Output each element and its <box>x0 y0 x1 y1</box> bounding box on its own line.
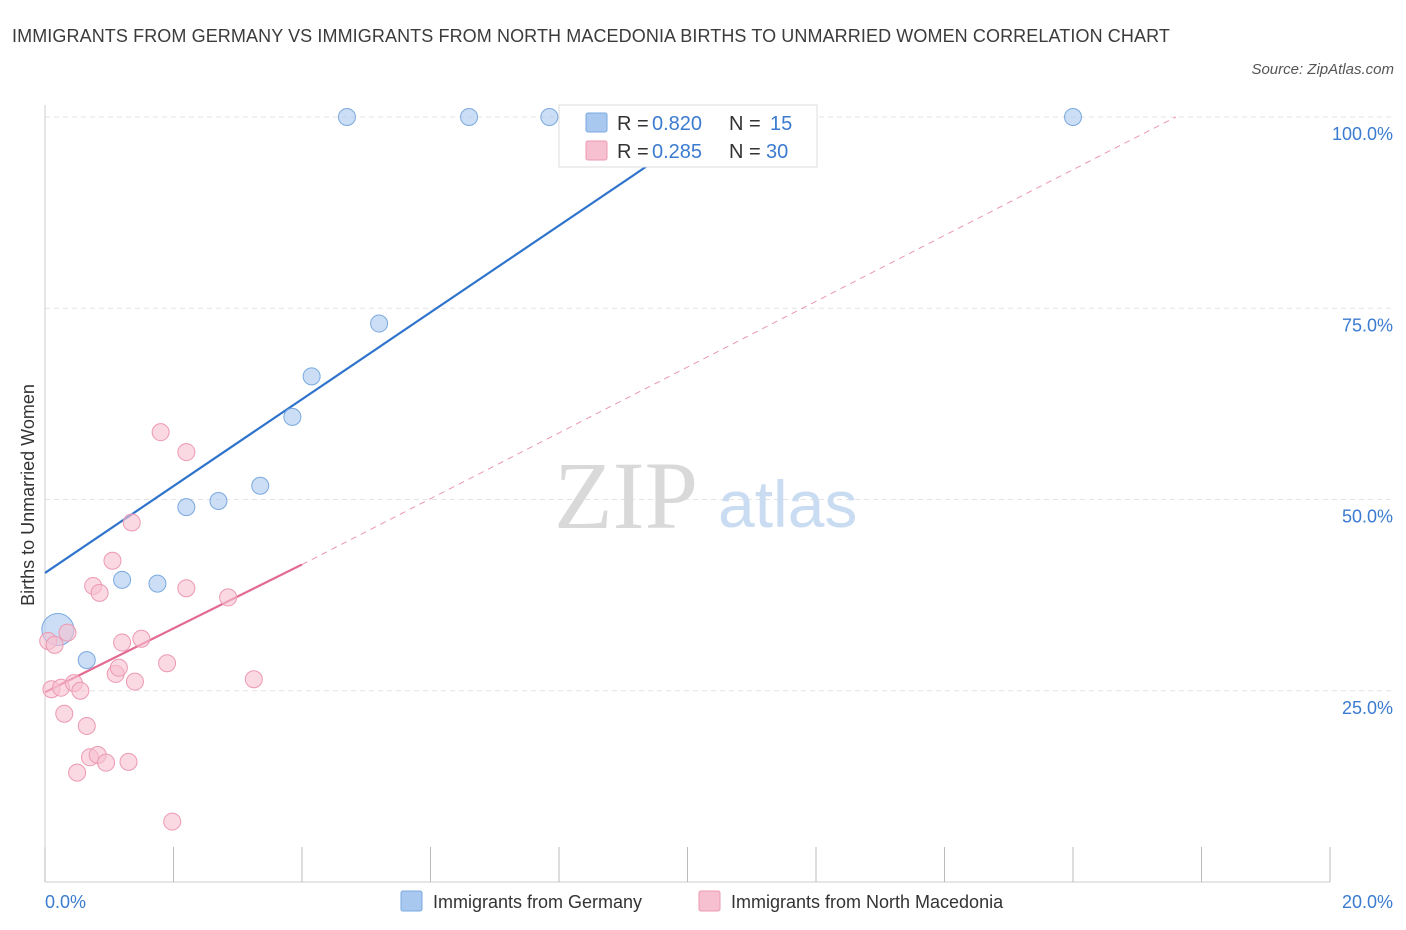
series-legend: Immigrants from Germany Immigrants from … <box>400 890 1004 912</box>
data-point-series-1-7 <box>71 681 90 700</box>
data-point-series-1-14 <box>97 753 116 772</box>
chart-title: IMMIGRANTS FROM GERMANY VS IMMIGRANTS FR… <box>12 26 1170 46</box>
data-point-series-1-26 <box>177 579 196 598</box>
stats-r-macedonia: 0.285 <box>652 141 702 163</box>
legend-swatch-macedonia <box>698 890 721 912</box>
x-tick-label-max: 20.0% <box>1342 892 1393 912</box>
stats-n-label-germany: N = <box>729 113 761 135</box>
data-point-series-1-4 <box>58 623 77 642</box>
data-point-series-1-19 <box>119 752 138 771</box>
data-point-series-0-8 <box>302 367 321 386</box>
trend-lines <box>44 116 1177 694</box>
data-point-series-1-12 <box>90 583 109 602</box>
data-point-series-1-1 <box>45 635 64 654</box>
data-point-series-1-29 <box>244 670 263 689</box>
data-point-series-1-17 <box>109 658 128 677</box>
data-point-series-1-9 <box>77 716 96 735</box>
trend-line-series-1 <box>44 563 303 694</box>
stats-r-germany: 0.820 <box>652 113 702 135</box>
trend-line-series-0 <box>44 116 721 574</box>
data-point-series-0-6 <box>251 476 270 495</box>
data-point-series-1-20 <box>122 513 141 532</box>
y-tick-label-1: 50.0% <box>1342 507 1393 527</box>
y-axis-title: Births to Unmarried Women <box>18 384 38 606</box>
data-point-series-1-24 <box>158 654 177 673</box>
grid-lines <box>45 116 1392 692</box>
legend-label-macedonia: Immigrants from North Macedonia <box>731 892 1004 912</box>
data-point-series-1-5 <box>55 704 74 723</box>
data-point-series-1-25 <box>177 443 196 462</box>
legend-label-germany: Immigrants from Germany <box>433 892 642 912</box>
data-point-series-0-2 <box>113 570 132 589</box>
axes <box>44 105 1331 883</box>
y-tick-label-2: 75.0% <box>1342 315 1393 335</box>
data-point-series-0-5 <box>209 492 228 511</box>
watermark: ZIP atlas <box>554 442 857 549</box>
data-point-series-1-27 <box>163 812 182 831</box>
stats-n-label-macedonia: N = <box>729 141 761 163</box>
watermark-zip: ZIP <box>554 442 698 549</box>
data-point-series-0-10 <box>337 108 356 126</box>
trend-extension-series-1 <box>301 116 1177 565</box>
data-point-series-0-14 <box>1064 108 1082 126</box>
stats-swatch-macedonia <box>585 140 608 161</box>
data-point-series-0-1 <box>77 651 96 670</box>
data-point-series-1-23 <box>151 423 170 442</box>
stats-swatch-germany <box>585 112 608 133</box>
data-point-series-0-12 <box>540 108 559 126</box>
data-point-series-1-8 <box>68 763 87 782</box>
data-point-series-0-3 <box>148 574 167 593</box>
source-label: Source: ZipAtlas.com <box>1251 61 1394 78</box>
data-point-series-0-7 <box>283 407 302 426</box>
y-tick-labels: 25.0% 50.0% 75.0% 100.0% <box>1332 124 1393 718</box>
y-tick-label-3: 100.0% <box>1332 124 1393 144</box>
stats-n-germany: 15 <box>770 113 792 135</box>
data-point-series-1-21 <box>125 672 144 691</box>
data-points <box>39 108 1082 831</box>
legend-swatch-germany <box>400 890 423 912</box>
data-point-series-0-11 <box>460 108 479 126</box>
data-point-series-1-28 <box>219 588 238 607</box>
stats-r-label-germany: R = <box>617 113 649 135</box>
x-tick-label-min: 0.0% <box>45 892 86 912</box>
data-point-series-0-9 <box>370 314 389 333</box>
y-tick-label-0: 25.0% <box>1342 698 1393 718</box>
data-point-series-1-15 <box>103 551 122 570</box>
data-point-series-1-22 <box>132 629 151 648</box>
data-point-series-0-4 <box>177 498 196 517</box>
stats-legend: R = 0.820 N = 15 R = 0.285 N = 30 <box>558 104 818 168</box>
watermark-atlas: atlas <box>718 467 857 541</box>
data-point-series-1-18 <box>113 633 132 652</box>
stats-r-label-macedonia: R = <box>617 141 649 163</box>
stats-n-macedonia: 30 <box>766 141 788 163</box>
